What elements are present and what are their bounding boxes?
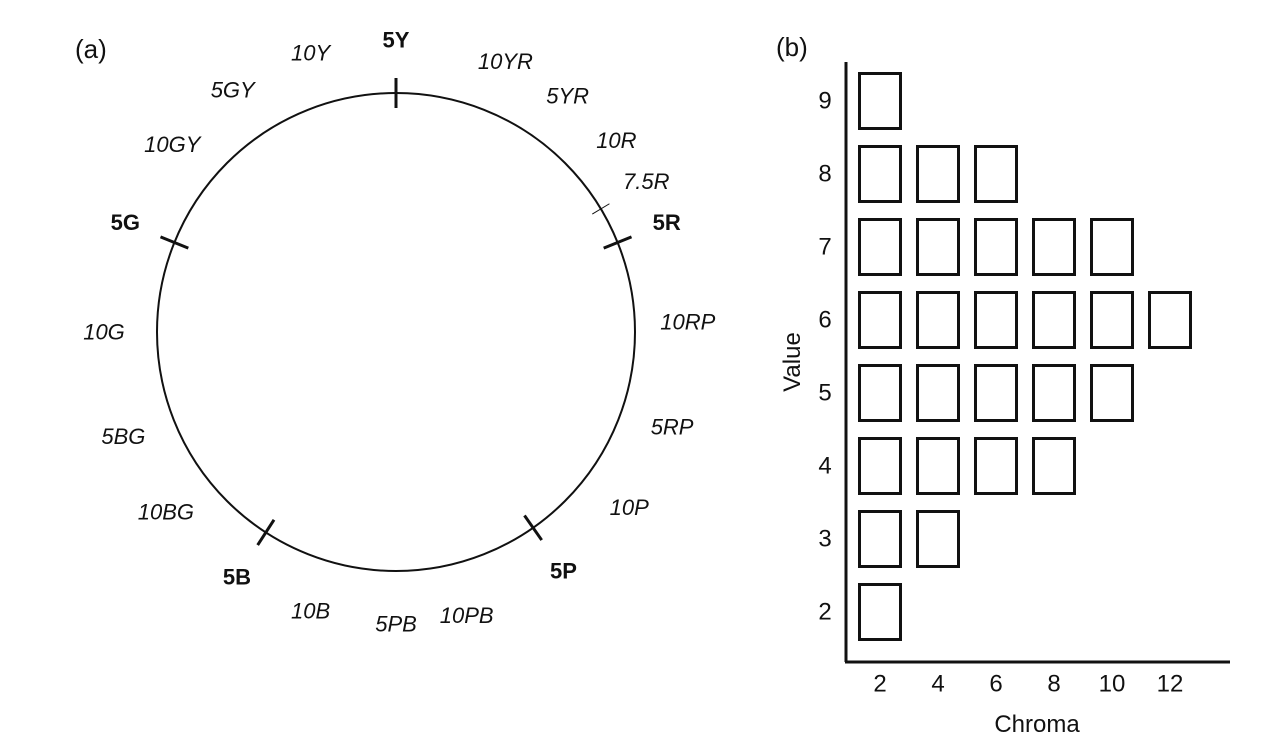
hue-label-10pb: 10PB (440, 603, 494, 628)
chip-v3-c2 (858, 510, 902, 568)
hue-label-10yr: 10YR (478, 49, 533, 74)
chip-v6-c4 (916, 291, 960, 349)
chip-v6-c12 (1148, 291, 1192, 349)
chip-v7-c4 (916, 218, 960, 276)
chip-v7-c10 (1090, 218, 1134, 276)
chip-v4-c6 (974, 437, 1018, 495)
chip-v6-c10 (1090, 291, 1134, 349)
chip-v8-c4 (916, 145, 960, 203)
hue-tick-5b (256, 519, 276, 546)
panel-a-hue-circle: (a) 5Y 10YR 5YR 10R 7.5R 5R 10RP 5RP 10P 5P 10PB 5P… (75, 28, 716, 637)
hue-label-5rp: 5RP (651, 415, 694, 440)
x-tick-labels: 2 4 6 8 10 12 (873, 671, 1183, 698)
hue-label-10y: 10Y (291, 40, 331, 65)
chip-v6-c2 (858, 291, 902, 349)
hue-label-10r: 10R (596, 128, 636, 153)
chip-v5-c8 (1032, 364, 1076, 422)
chip-v8-c6 (974, 145, 1018, 203)
chip-v5-c4 (916, 364, 960, 422)
x-tick-label: 4 (931, 671, 944, 698)
y-tick-label: 3 (818, 526, 831, 553)
panel-b-value-chroma: (b) 2 3 4 5 6 7 8 9 2 4 6 8 10 12 Chroma Value (776, 32, 1230, 738)
hue-label-5p: 5P (550, 559, 577, 584)
x-tick-label: 8 (1047, 671, 1060, 698)
chip-v5-c2 (858, 364, 902, 422)
hue-label-5g: 5G (111, 210, 140, 235)
y-tick-label: 5 (818, 380, 831, 407)
y-axis-title: Value (779, 332, 806, 392)
hue-tick-7-5r (592, 203, 610, 215)
chip-v3-c4 (916, 510, 960, 568)
y-tick-label: 7 (818, 234, 831, 261)
chip-v2-c2 (858, 583, 902, 641)
y-tick-label: 9 (818, 88, 831, 115)
hue-label-10gy: 10GY (144, 132, 202, 157)
hue-label-10p: 10P (610, 495, 649, 520)
hue-label-5y: 5Y (383, 28, 410, 53)
chip-v9-c2 (858, 72, 902, 130)
x-tick-label: 2 (873, 671, 886, 698)
y-tick-label: 2 (818, 599, 831, 626)
hue-label-5gy: 5GY (211, 77, 256, 102)
hue-label-10g: 10G (83, 320, 125, 345)
hue-tick-5r (603, 235, 633, 250)
x-axis-title: Chroma (994, 711, 1080, 738)
x-tick-label: 12 (1157, 671, 1184, 698)
panel-b-label: (b) (776, 32, 808, 62)
hue-label-10rp: 10RP (660, 309, 715, 334)
hue-tick-5p (523, 514, 543, 541)
y-tick-labels: 2 3 4 5 6 7 8 9 (818, 88, 831, 626)
chip-v4-c8 (1032, 437, 1076, 495)
hue-label-5bg: 5BG (101, 424, 145, 449)
chip-v6-c6 (974, 291, 1018, 349)
hue-label-10bg: 10BG (138, 499, 194, 524)
chip-grid (858, 72, 1192, 641)
hue-label-5yr: 5YR (546, 83, 589, 108)
chip-v4-c4 (916, 437, 960, 495)
hue-tick-5g (159, 235, 189, 250)
hue-ticks (159, 78, 633, 546)
hue-label-5b: 5B (223, 564, 251, 589)
y-tick-label: 4 (818, 453, 831, 480)
chip-v7-c8 (1032, 218, 1076, 276)
hue-label-10b: 10B (291, 599, 330, 624)
x-tick-label: 6 (989, 671, 1002, 698)
chip-v5-c6 (974, 364, 1018, 422)
hue-label-5pb: 5PB (375, 612, 417, 637)
x-tick-label: 10 (1099, 671, 1126, 698)
chip-v8-c2 (858, 145, 902, 203)
y-tick-label: 8 (818, 161, 831, 188)
chip-v7-c2 (858, 218, 902, 276)
hue-labels: 5Y 10YR 5YR 10R 7.5R 5R 10RP 5RP 10P 5P 10PB 5PB 10B… (83, 28, 715, 637)
chip-v5-c10 (1090, 364, 1134, 422)
y-tick-label: 6 (818, 307, 831, 334)
hue-circle (156, 92, 636, 572)
panel-a-label: (a) (75, 34, 107, 64)
chip-v7-c6 (974, 218, 1018, 276)
chip-v6-c8 (1032, 291, 1076, 349)
hue-label-5r: 5R (653, 210, 681, 235)
chip-v4-c2 (858, 437, 902, 495)
hue-label-7-5r: 7.5R (623, 169, 670, 194)
